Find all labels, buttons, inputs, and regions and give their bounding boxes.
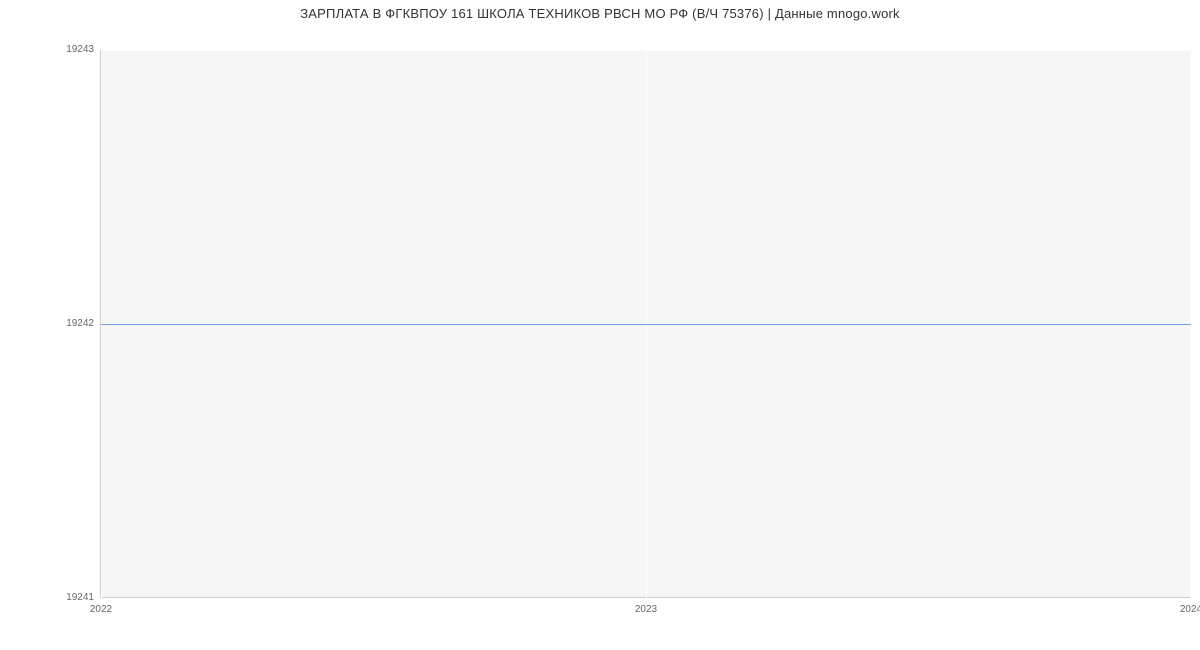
x-tick-label: 2023 (635, 604, 657, 615)
chart-container: ЗАРПЛАТА В ФГКВПОУ 161 ШКОЛА ТЕХНИКОВ РВ… (0, 0, 1200, 650)
gridline-horizontal (101, 50, 1191, 51)
y-tick-label: 19243 (34, 44, 94, 55)
y-tick-label: 19242 (34, 318, 94, 329)
x-tick-label: 2024 (1180, 604, 1200, 615)
y-tick-label: 19241 (34, 592, 94, 603)
data-series-line (101, 324, 1191, 325)
chart-title: ЗАРПЛАТА В ФГКВПОУ 161 ШКОЛА ТЕХНИКОВ РВ… (0, 6, 1200, 21)
plot-area: 202220232024192411924219243 (100, 50, 1190, 598)
gridline-horizontal (101, 598, 1191, 599)
x-tick-label: 2022 (90, 604, 112, 615)
